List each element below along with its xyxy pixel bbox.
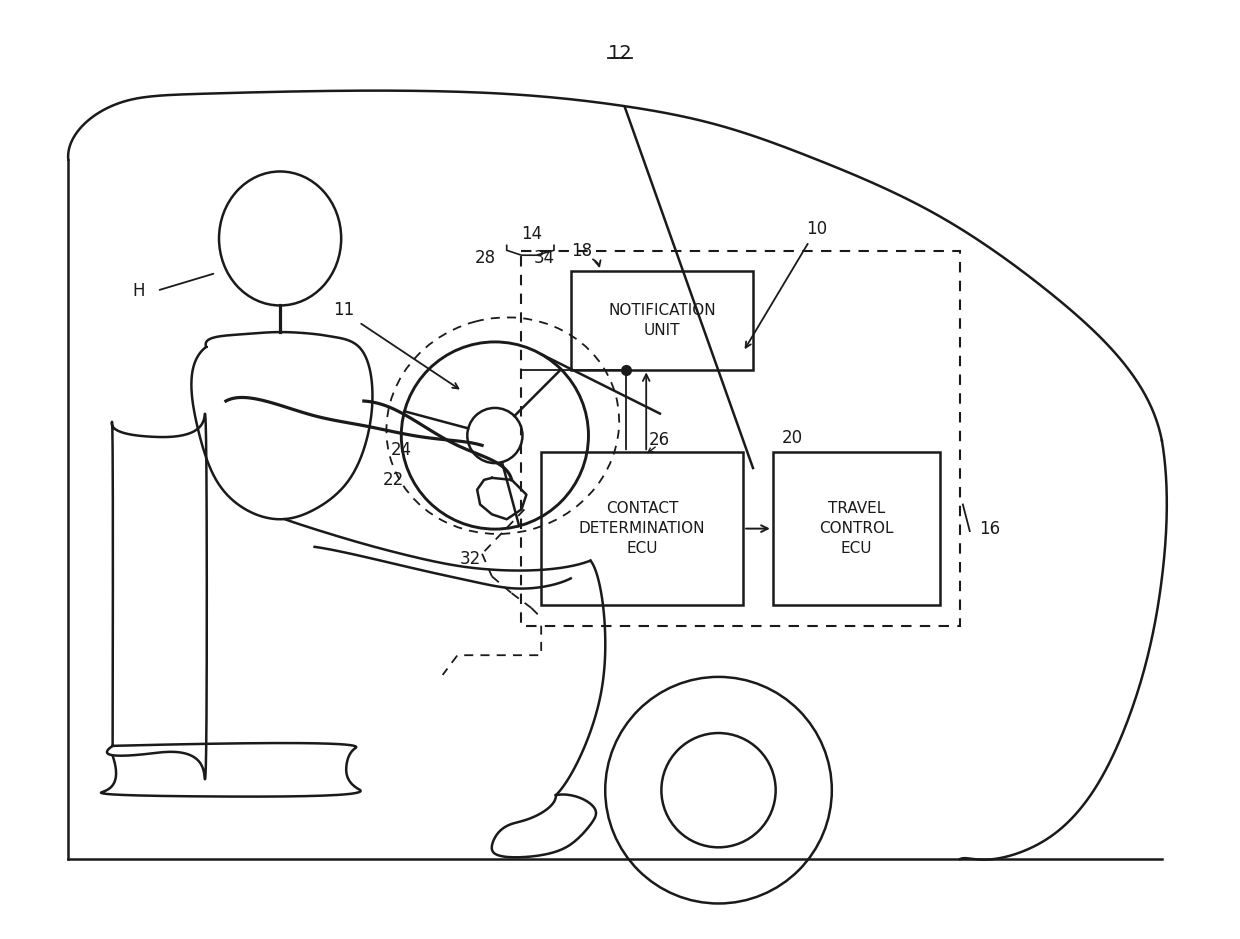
Text: CONTACT
DETERMINATION
ECU: CONTACT DETERMINATION ECU [579, 501, 706, 556]
Bar [541, 453, 743, 605]
Text: 14: 14 [521, 224, 542, 242]
Text: 10: 10 [806, 220, 827, 238]
Text: 11: 11 [334, 301, 355, 319]
Text: TRAVEL
CONTROL
ECU: TRAVEL CONTROL ECU [820, 501, 894, 556]
Text: 28: 28 [475, 249, 496, 268]
Text: 12: 12 [608, 44, 632, 63]
Text: 32: 32 [460, 549, 481, 568]
Text: 34: 34 [533, 249, 554, 268]
Text: 26: 26 [649, 431, 670, 450]
Bar [570, 271, 753, 370]
Text: H: H [133, 282, 145, 300]
Text: 16: 16 [980, 520, 1001, 538]
Text: 22: 22 [383, 470, 404, 489]
Bar [773, 453, 940, 605]
Text: 24: 24 [391, 441, 412, 459]
Text: 18: 18 [570, 242, 591, 260]
Text: NOTIFICATION
UNIT: NOTIFICATION UNIT [608, 303, 715, 338]
Bar [522, 252, 960, 625]
Text: 20: 20 [782, 429, 804, 448]
